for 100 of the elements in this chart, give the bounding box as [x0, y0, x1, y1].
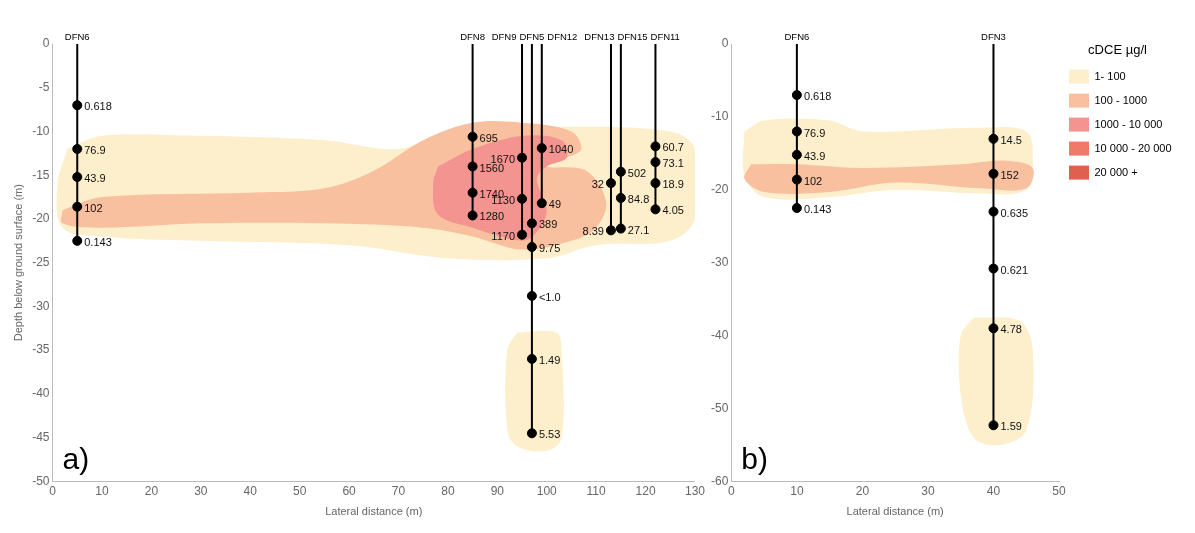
point	[72, 235, 83, 246]
point	[650, 178, 661, 189]
point	[536, 143, 547, 154]
point	[988, 168, 999, 179]
x-tick-label: 50	[1052, 483, 1066, 498]
y-tick-label: -30	[711, 255, 729, 270]
x-tick-label: 60	[342, 483, 357, 498]
annotation: 27.1	[627, 223, 650, 236]
point	[650, 204, 661, 215]
legend-label: 1000 - 10 000	[1094, 117, 1163, 130]
annotation: 76.9	[84, 144, 106, 157]
x-tick-label: 30	[194, 483, 208, 498]
legend-label: 10 000 - 20 000	[1094, 141, 1172, 154]
x-tick-label: 70	[391, 483, 406, 498]
series-label: DFN13	[584, 30, 615, 42]
point	[988, 133, 999, 144]
point	[605, 225, 616, 236]
series-label: DFN12	[547, 30, 578, 42]
annotation: <1.0	[538, 290, 561, 303]
annotation: 502	[627, 166, 647, 179]
annotation: 0.621	[1000, 263, 1028, 276]
y-tick-label: -5	[38, 80, 50, 95]
series-label: DFN6	[784, 30, 810, 42]
x-tick-label: 80	[441, 483, 455, 498]
y-tick-label: -60	[711, 473, 729, 488]
point	[988, 206, 999, 217]
annotation: 49	[548, 198, 562, 211]
annotation: 9.75	[538, 241, 561, 254]
annotation: 102	[803, 174, 823, 187]
point	[467, 210, 478, 221]
y-tick-label: -35	[32, 342, 50, 357]
point	[650, 157, 661, 168]
x-tick-label: 10	[790, 483, 804, 498]
point	[467, 161, 478, 172]
x-tick-label: 110	[586, 483, 607, 498]
point	[791, 149, 802, 160]
y-tick-label: -30	[32, 298, 50, 313]
point	[791, 90, 802, 101]
y-axis-title: Depth below ground surface (m)	[11, 184, 24, 342]
point	[791, 174, 802, 185]
x-tick-label: 40	[243, 483, 258, 498]
y-tick-label: -10	[711, 109, 729, 124]
y-tick-label: 0	[721, 36, 729, 51]
x-tick-label: 50	[292, 483, 307, 498]
annotation: 43.9	[803, 149, 826, 162]
x-tick-label: 40	[986, 483, 1001, 498]
point	[536, 198, 547, 209]
y-tick-label: -10	[32, 123, 50, 138]
point	[615, 166, 626, 177]
series-label: DFN6	[64, 30, 90, 42]
point	[650, 141, 661, 152]
annotation: 102	[84, 201, 103, 214]
point	[467, 187, 478, 198]
point	[517, 152, 528, 163]
annotation: 0.618	[803, 90, 832, 103]
annotation: 389	[538, 218, 558, 231]
legend-title: cDCE µg/l	[1088, 42, 1147, 58]
point	[791, 203, 802, 214]
x-axis-title: Lateral distance (m)	[846, 505, 944, 518]
point	[988, 263, 999, 274]
annotation: 73.1	[662, 157, 684, 170]
y-tick-label: -50	[711, 400, 729, 415]
x-tick-label: 90	[490, 483, 505, 498]
y-tick-label: -20	[711, 182, 729, 197]
y-tick-label: -20	[32, 211, 50, 226]
y-tick-label: 0	[42, 36, 50, 51]
series-label: DFN11	[650, 30, 680, 42]
legend-label: 1- 100	[1094, 69, 1126, 82]
x-tick-label: 20	[144, 483, 159, 498]
point	[526, 428, 537, 439]
annotation: 43.9	[84, 172, 106, 184]
x-axis-title: Lateral distance (m)	[325, 505, 423, 518]
annotation: 1280	[479, 210, 505, 223]
annotation: 4.78	[1000, 323, 1022, 336]
annotation: 8.39	[582, 225, 604, 238]
point	[605, 178, 616, 189]
series-label: DFN9	[491, 30, 517, 42]
point	[526, 218, 537, 229]
point	[988, 323, 999, 334]
point	[517, 229, 528, 240]
annotation: 18.9	[662, 178, 684, 191]
point	[791, 126, 802, 137]
point	[467, 131, 478, 142]
annotation: 0.618	[84, 100, 112, 113]
y-tick-label: -15	[32, 167, 50, 182]
annotation: 0.635	[1000, 206, 1028, 219]
annotation: 1170	[491, 229, 516, 242]
series-label: DFN5	[519, 30, 545, 42]
point	[526, 353, 537, 364]
x-tick-label: 100	[536, 483, 558, 498]
point	[988, 420, 999, 431]
annotation: 4.05	[662, 204, 684, 217]
y-tick-label: -40	[32, 386, 50, 401]
annotation: 695	[479, 131, 498, 144]
point	[72, 143, 83, 154]
annotation: 5.53	[538, 428, 561, 441]
annotation: 76.9	[803, 126, 826, 139]
legend-label: 20 000 +	[1094, 165, 1138, 178]
legend-label: 100 - 1000	[1094, 93, 1148, 106]
annotation: 60.7	[662, 141, 684, 154]
